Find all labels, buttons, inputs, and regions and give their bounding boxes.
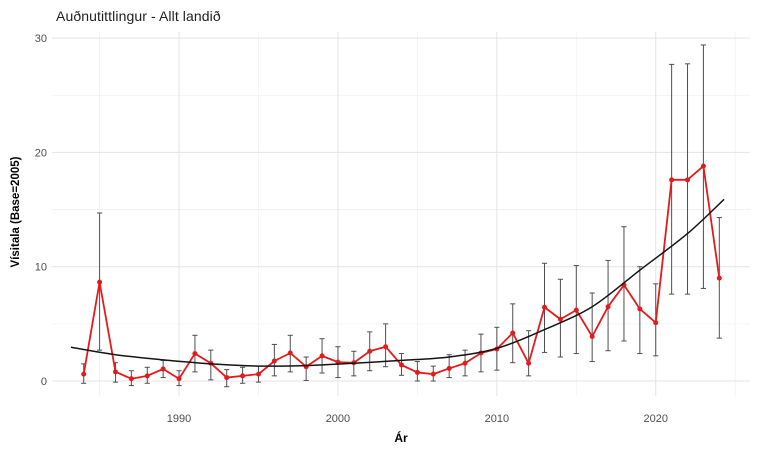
svg-text:2000: 2000 — [326, 413, 350, 425]
trend-line — [70, 198, 725, 367]
svg-text:2010: 2010 — [485, 413, 509, 425]
svg-text:20: 20 — [35, 147, 47, 159]
y-tick-labels: 0 10 20 30 — [35, 33, 47, 388]
svg-text:0: 0 — [41, 376, 47, 388]
gridlines-minor — [52, 32, 750, 396]
svg-text:10: 10 — [35, 262, 47, 274]
svg-text:30: 30 — [35, 33, 47, 45]
x-tick-labels: 1990 2000 2010 2020 — [167, 413, 668, 425]
chart-title: Auðnutittlingur - Allt landið — [56, 8, 221, 24]
svg-text:1990: 1990 — [167, 413, 191, 425]
error-bars — [81, 44, 722, 388]
data-points — [81, 163, 722, 382]
x-axis-title: Ár — [394, 431, 408, 445]
svg-text:2020: 2020 — [643, 413, 667, 425]
gridlines-major — [52, 32, 750, 396]
y-axis-title: Vísitala (Base=2005) — [10, 156, 22, 268]
